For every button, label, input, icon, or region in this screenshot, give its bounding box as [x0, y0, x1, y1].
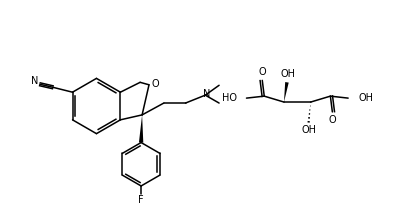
Text: F: F	[138, 195, 144, 205]
Polygon shape	[283, 82, 288, 102]
Text: OH: OH	[357, 93, 372, 103]
Text: O: O	[328, 115, 335, 125]
Text: OH: OH	[300, 125, 316, 135]
Text: O: O	[258, 67, 266, 77]
Text: O: O	[151, 79, 158, 89]
Text: OH: OH	[280, 69, 295, 79]
Text: HO: HO	[221, 93, 236, 103]
Polygon shape	[139, 115, 143, 143]
Text: N: N	[202, 89, 209, 99]
Text: N: N	[31, 76, 38, 86]
